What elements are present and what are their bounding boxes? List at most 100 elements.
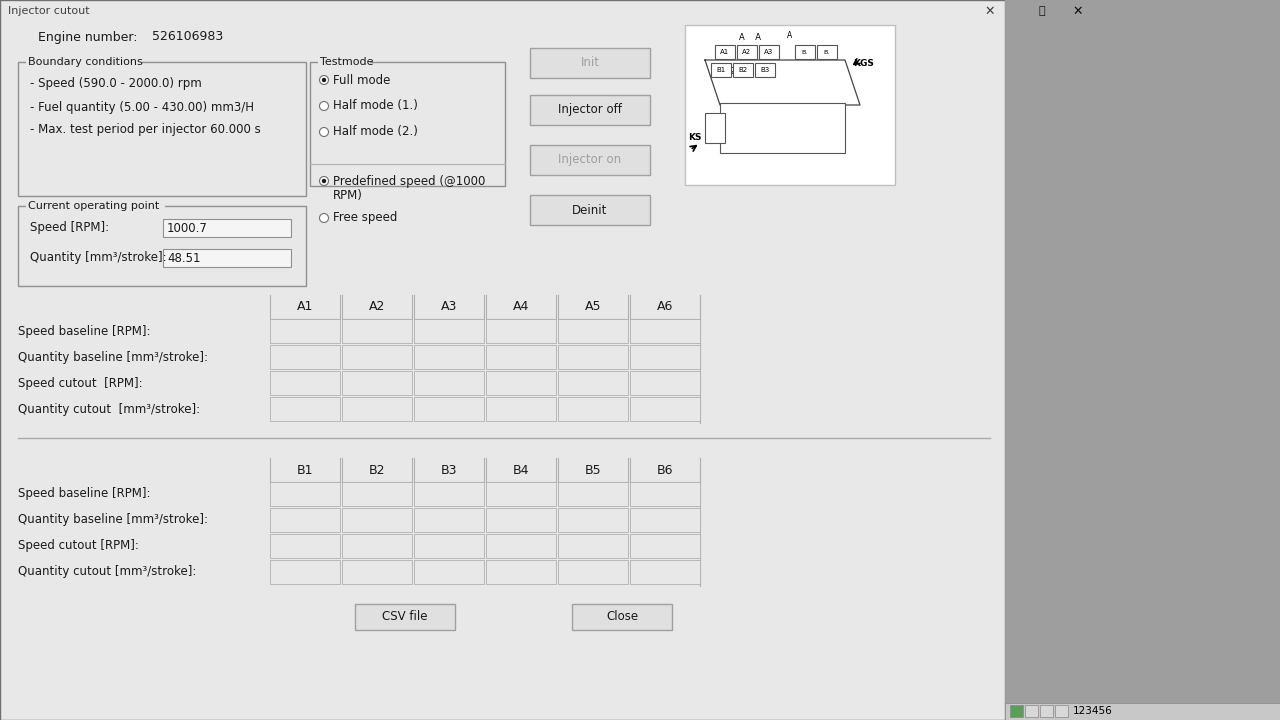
Bar xyxy=(1025,705,1038,717)
Circle shape xyxy=(320,102,329,110)
Text: B.: B. xyxy=(801,50,808,55)
Bar xyxy=(342,482,412,506)
Text: Predefined speed (@1000: Predefined speed (@1000 xyxy=(333,174,485,187)
Bar xyxy=(486,560,556,584)
Text: Injector on: Injector on xyxy=(558,153,622,166)
Text: KS: KS xyxy=(689,132,701,142)
Bar xyxy=(630,371,700,395)
Circle shape xyxy=(321,78,326,82)
Bar xyxy=(737,45,756,59)
Bar xyxy=(1055,705,1068,717)
Text: A1: A1 xyxy=(297,300,314,313)
Text: B3: B3 xyxy=(440,464,457,477)
Bar xyxy=(558,319,628,343)
Bar xyxy=(342,397,412,421)
Circle shape xyxy=(320,214,329,222)
Bar xyxy=(558,560,628,584)
Bar xyxy=(558,371,628,395)
Text: Testmode: Testmode xyxy=(320,57,374,67)
Text: A2: A2 xyxy=(742,49,751,55)
Bar xyxy=(630,534,700,558)
Text: A: A xyxy=(787,30,792,40)
Text: CSV file: CSV file xyxy=(383,611,428,624)
Text: Full mode: Full mode xyxy=(333,73,390,86)
Bar xyxy=(705,113,724,143)
Bar xyxy=(759,45,780,59)
Bar xyxy=(530,48,650,78)
Bar xyxy=(1005,703,1280,720)
Text: B1 B2 B3: B1 B2 B3 xyxy=(713,68,748,76)
Text: ✕: ✕ xyxy=(1073,4,1083,17)
Circle shape xyxy=(320,176,329,186)
Text: B.: B. xyxy=(824,50,831,55)
Bar xyxy=(685,25,895,185)
Text: B5: B5 xyxy=(585,464,602,477)
Bar xyxy=(558,482,628,506)
Bar xyxy=(630,319,700,343)
Bar xyxy=(486,371,556,395)
Bar xyxy=(413,508,484,532)
Bar xyxy=(413,371,484,395)
Text: ✕: ✕ xyxy=(984,4,996,17)
Text: A4: A4 xyxy=(513,300,529,313)
Text: Speed cutout [RPM]:: Speed cutout [RPM]: xyxy=(18,539,138,552)
Text: ⬜: ⬜ xyxy=(1038,6,1046,16)
Bar xyxy=(342,319,412,343)
Text: Speed [RPM]:: Speed [RPM]: xyxy=(29,222,109,235)
Bar xyxy=(342,371,412,395)
Bar xyxy=(530,145,650,175)
Text: RPM): RPM) xyxy=(333,189,362,202)
Bar xyxy=(486,534,556,558)
Text: A3: A3 xyxy=(440,300,457,313)
Text: 1000.7: 1000.7 xyxy=(166,222,207,235)
Bar xyxy=(342,345,412,369)
Bar xyxy=(486,319,556,343)
Bar xyxy=(795,45,815,59)
Text: B3: B3 xyxy=(760,67,769,73)
Bar xyxy=(716,45,735,59)
Bar xyxy=(630,560,700,584)
Text: Injector cutout: Injector cutout xyxy=(8,6,90,16)
Bar xyxy=(18,62,306,196)
Text: A3: A3 xyxy=(764,49,773,55)
Text: Half mode (2.): Half mode (2.) xyxy=(333,125,417,138)
Bar xyxy=(1039,705,1053,717)
Bar xyxy=(413,482,484,506)
Text: Half mode (1.): Half mode (1.) xyxy=(333,99,417,112)
Bar xyxy=(270,508,340,532)
Text: - Max. test period per injector 60.000 s: - Max. test period per injector 60.000 s xyxy=(29,124,261,137)
Bar xyxy=(270,345,340,369)
Text: B4: B4 xyxy=(513,464,529,477)
Bar xyxy=(413,345,484,369)
Text: A5: A5 xyxy=(585,300,602,313)
Text: KGS: KGS xyxy=(852,58,874,68)
Bar xyxy=(413,319,484,343)
Bar xyxy=(630,397,700,421)
Bar xyxy=(530,95,650,125)
Text: B6: B6 xyxy=(657,464,673,477)
Bar xyxy=(163,249,291,267)
Text: A1: A1 xyxy=(721,49,730,55)
Text: Close: Close xyxy=(605,611,637,624)
Text: Speed baseline [RPM]:: Speed baseline [RPM]: xyxy=(18,487,151,500)
Text: 526106983: 526106983 xyxy=(152,30,223,43)
Bar xyxy=(310,62,506,186)
Text: 48.51: 48.51 xyxy=(166,251,201,264)
Bar xyxy=(413,397,484,421)
Bar xyxy=(719,103,845,153)
Bar xyxy=(26,200,165,213)
Bar xyxy=(630,508,700,532)
Bar xyxy=(18,206,306,286)
Bar xyxy=(486,482,556,506)
Bar xyxy=(710,63,731,77)
Bar xyxy=(270,397,340,421)
Bar xyxy=(270,534,340,558)
Bar xyxy=(342,534,412,558)
Bar xyxy=(270,371,340,395)
Text: Boundary conditions: Boundary conditions xyxy=(28,57,143,67)
Bar xyxy=(572,604,672,630)
Bar xyxy=(530,195,650,225)
Bar xyxy=(270,560,340,584)
Bar xyxy=(317,56,370,69)
Bar xyxy=(342,560,412,584)
